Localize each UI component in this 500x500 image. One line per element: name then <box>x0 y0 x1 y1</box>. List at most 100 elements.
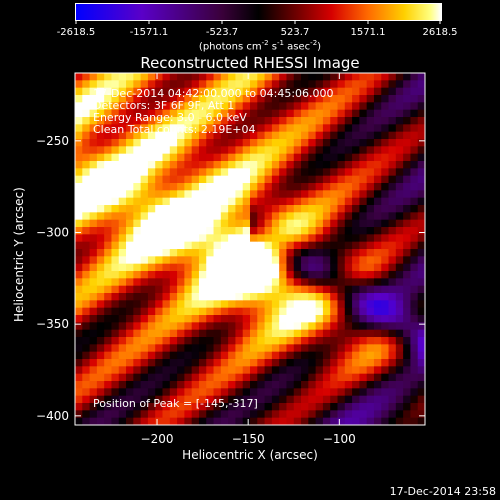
heatmap-cell <box>373 359 382 367</box>
heatmap-cell <box>155 205 164 213</box>
heatmap-cell <box>257 271 266 279</box>
heatmap-cell <box>308 278 317 287</box>
heatmap-cell <box>395 322 404 331</box>
heatmap-cell <box>257 307 266 316</box>
heatmap-cell <box>184 293 193 301</box>
heatmap-cell <box>344 117 353 125</box>
heatmap-cell <box>191 212 200 221</box>
heatmap-cell <box>169 403 178 411</box>
heatmap-cell <box>301 271 309 279</box>
heatmap-cell <box>344 417 353 425</box>
heatmap-cell <box>257 197 266 206</box>
heatmap-cell <box>118 109 127 118</box>
heatmap-cell <box>264 102 273 111</box>
heatmap-cell <box>337 256 346 265</box>
heatmap-cell <box>126 73 134 81</box>
heatmap-cell <box>322 388 331 397</box>
heatmap-cell <box>315 212 324 221</box>
heatmap-cell <box>111 381 120 389</box>
heatmap-cell <box>213 219 222 228</box>
heatmap-cell <box>381 117 390 125</box>
heatmap-cell <box>352 351 360 360</box>
heatmap-cell <box>315 234 324 243</box>
heatmap-cell <box>352 263 360 272</box>
heatmap-cell <box>322 139 331 147</box>
heatmap-cell <box>118 124 127 133</box>
heatmap-cell <box>373 351 382 360</box>
heatmap-cell <box>293 395 302 404</box>
heatmap-cell <box>118 315 127 323</box>
heatmap-cell <box>133 161 142 169</box>
heatmap-cell <box>82 87 91 96</box>
heatmap-cell <box>352 381 360 389</box>
heatmap-cell <box>147 278 156 287</box>
heatmap-cell <box>228 117 237 125</box>
heatmap-cell <box>257 109 266 118</box>
heatmap-cell <box>293 175 302 184</box>
heatmap-cell <box>352 249 360 257</box>
heatmap-cell <box>147 146 156 155</box>
heatmap-cell <box>198 234 207 243</box>
heatmap-cell <box>286 205 295 213</box>
heatmap-cell <box>242 366 251 375</box>
heatmap-cell <box>366 175 375 184</box>
heatmap-cell <box>264 87 273 96</box>
heatmap-cell <box>373 381 382 389</box>
heatmap-cell <box>228 373 237 382</box>
heatmap-cell <box>293 205 302 213</box>
heatmap-cell <box>213 168 222 177</box>
heatmap-cell <box>162 219 171 228</box>
heatmap-cell <box>75 329 83 338</box>
heatmap-cell <box>366 109 375 118</box>
heatmap-cell <box>89 359 98 367</box>
heatmap-cell <box>322 307 331 316</box>
heatmap-cell <box>410 80 419 89</box>
heatmap-cell <box>155 271 164 279</box>
heatmap-cell <box>403 322 412 331</box>
heatmap-cell <box>111 351 120 360</box>
heatmap-cell <box>235 256 244 265</box>
heatmap-cell <box>293 241 302 250</box>
heatmap-cell <box>133 329 142 338</box>
heatmap-cell <box>235 241 244 250</box>
heatmap-cell <box>133 285 142 294</box>
x-tick-label: −100 <box>323 432 356 446</box>
heatmap-cell <box>344 249 353 257</box>
heatmap-cell <box>388 359 397 367</box>
heatmap-cell <box>279 102 288 111</box>
heatmap-cell <box>301 249 309 257</box>
heatmap-cell <box>264 373 273 382</box>
heatmap-cell <box>410 307 419 316</box>
heatmap-cell <box>352 359 360 367</box>
heatmap-cell <box>155 395 164 404</box>
heatmap-cell <box>191 168 200 177</box>
heatmap-cell <box>177 80 185 89</box>
heatmap-cell <box>111 337 120 345</box>
heatmap-cell <box>322 366 331 375</box>
heatmap-cell <box>250 168 258 177</box>
heatmap-cell <box>198 337 207 345</box>
heatmap-cell <box>388 315 397 323</box>
heatmap-cell <box>381 417 390 425</box>
heatmap-cell <box>198 161 207 169</box>
heatmap-cell <box>126 183 134 191</box>
heatmap-cell <box>75 153 83 162</box>
heatmap-cell <box>257 315 266 323</box>
heatmap-cell <box>286 403 295 411</box>
heatmap-cell <box>315 381 324 389</box>
heatmap-plot <box>75 73 425 425</box>
heatmap-cell <box>162 344 171 353</box>
heatmap-cell <box>82 139 91 147</box>
heatmap-cell <box>352 256 360 265</box>
heatmap-cell <box>293 300 302 309</box>
heatmap-cell <box>75 168 83 177</box>
heatmap-cell <box>381 403 390 411</box>
heatmap-cell <box>89 146 98 155</box>
heatmap-cell <box>257 344 266 353</box>
heatmap-cell <box>118 388 127 397</box>
colorbar-tick-label: -523.7 <box>205 27 239 38</box>
heatmap-cell <box>89 183 98 191</box>
heatmap-cell <box>96 87 105 96</box>
heatmap-cell <box>279 139 288 147</box>
